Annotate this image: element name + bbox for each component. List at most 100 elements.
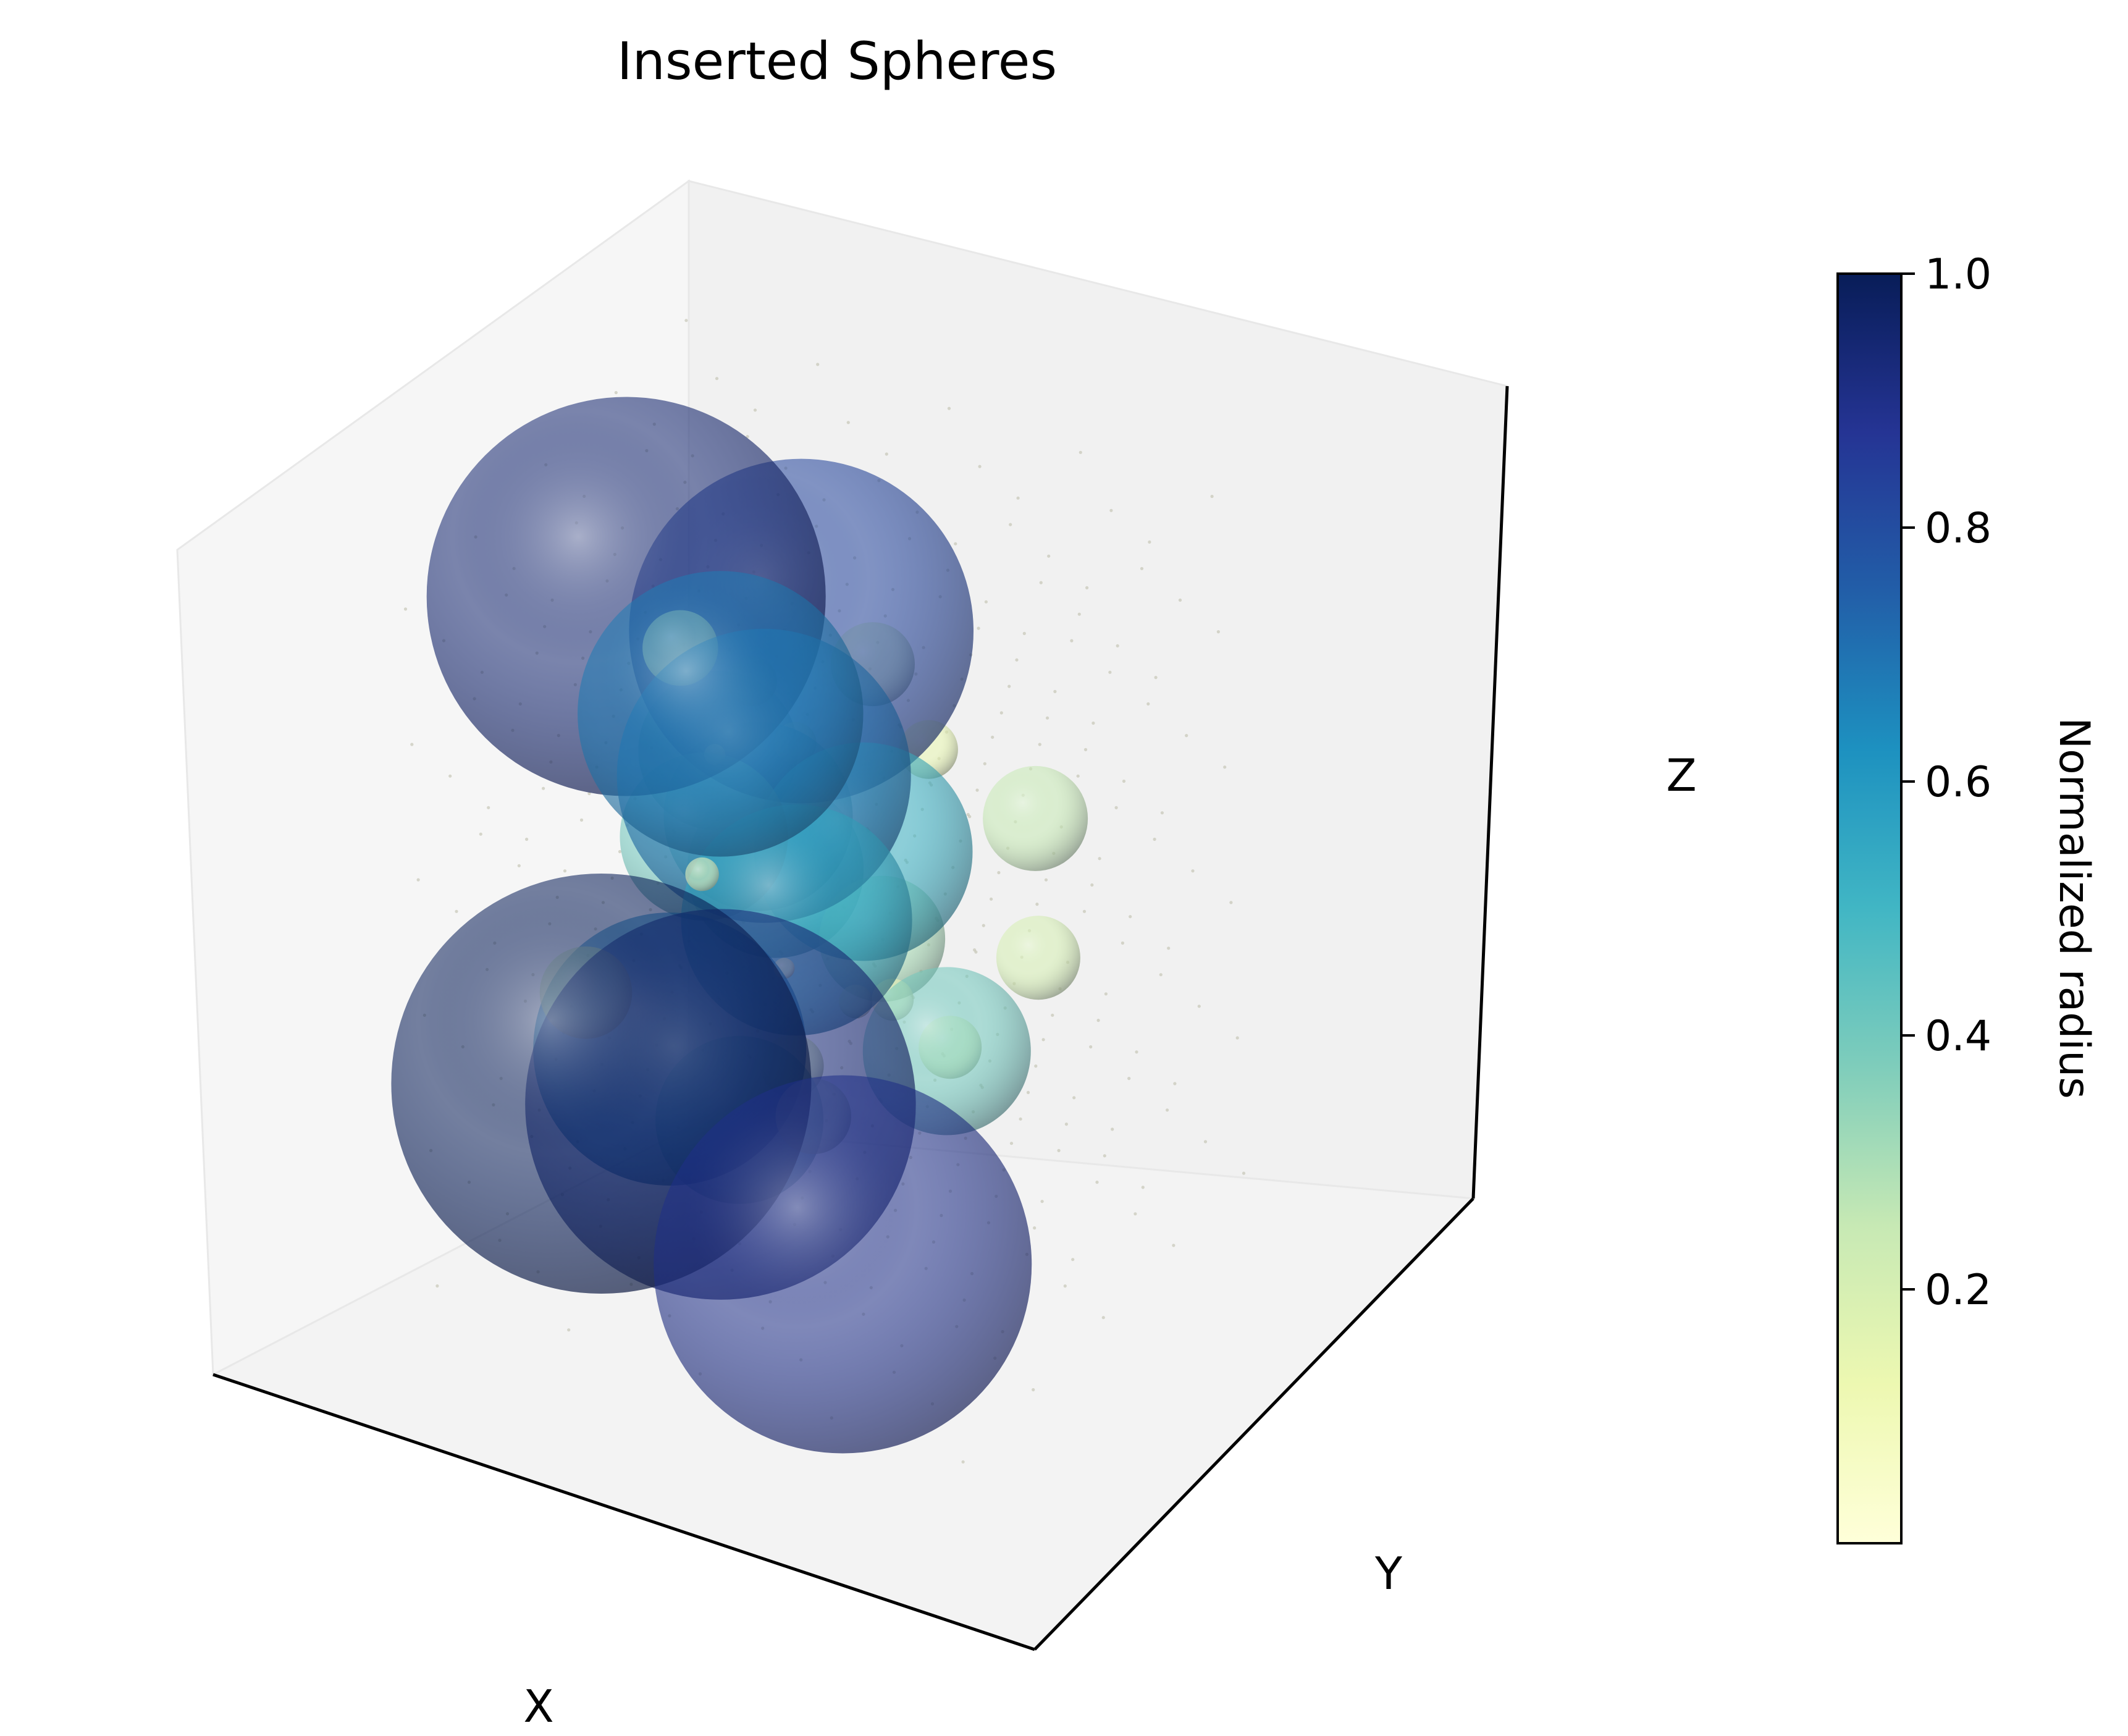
lattice-point <box>579 818 584 822</box>
lattice-point <box>403 607 408 611</box>
lattice-point <box>1101 1316 1105 1320</box>
lattice-point <box>961 1460 965 1464</box>
lattice-point <box>983 762 986 765</box>
colorbar-tick-label: 0.6 <box>1925 758 1991 807</box>
sphere-shading <box>685 857 719 891</box>
lattice-point <box>1015 658 1019 662</box>
lattice-point <box>1007 685 1011 688</box>
lattice-point <box>1079 450 1082 454</box>
lattice-point <box>1063 1284 1067 1288</box>
lattice-point <box>977 626 980 630</box>
lattice-point <box>846 421 850 424</box>
lattice-point <box>1146 702 1150 706</box>
lattice-point <box>1039 581 1043 584</box>
lattice-point <box>1153 837 1156 841</box>
lattice-point <box>990 897 993 901</box>
lattice-point <box>1091 721 1095 725</box>
colorbar-tick-label: 0.8 <box>1925 504 1991 553</box>
lattice-point <box>1071 1258 1075 1262</box>
lattice-point <box>1076 774 1080 778</box>
lattice-point <box>1082 909 1087 913</box>
axis-lines <box>212 386 1509 1651</box>
lattice-point <box>1072 1096 1076 1100</box>
lattice-point <box>1038 743 1041 746</box>
lattice-point <box>816 363 820 366</box>
lattice-point <box>1009 523 1012 526</box>
lattice-point <box>1108 670 1112 674</box>
lattice-point <box>1047 554 1051 558</box>
lattice-point <box>1057 1148 1061 1152</box>
lattice-point <box>1032 1388 1035 1392</box>
lattice-point <box>567 1328 571 1332</box>
lattice-point <box>1077 612 1081 616</box>
lattice-point <box>991 735 995 739</box>
lattice-point <box>479 832 482 836</box>
lattice-point <box>1178 598 1182 602</box>
lattice-point <box>1040 1200 1044 1203</box>
lattice-point <box>999 711 1003 715</box>
lattice-point <box>954 542 957 546</box>
colorbar-tick-label: 0.2 <box>1925 1266 1991 1315</box>
colorbar-tick-label: 1.0 <box>1925 250 1991 299</box>
lattice-point <box>1116 644 1119 647</box>
lattice-point <box>1034 1064 1038 1068</box>
colorbar-tick-label: 0.4 <box>1925 1012 1991 1061</box>
sphere-shading <box>654 1075 1032 1454</box>
z-axis-line <box>1471 386 1509 1199</box>
lattice-point <box>410 743 414 746</box>
x-axis-line <box>212 1373 1035 1651</box>
lattice-point <box>1159 973 1163 977</box>
lattice-point <box>1216 630 1220 634</box>
lattice-point <box>1135 1050 1138 1054</box>
y-axis-label: Y <box>1374 1548 1403 1599</box>
lattice-point <box>984 600 988 604</box>
lattice-point <box>1022 631 1026 635</box>
lattice-point <box>1033 1226 1037 1230</box>
lattice-point <box>1167 946 1171 950</box>
x-axis-label: X <box>523 1680 553 1732</box>
lattice-point <box>982 924 985 927</box>
lattice-point <box>435 1284 439 1288</box>
lattice-point <box>1041 1038 1045 1042</box>
lattice-point <box>1141 1186 1145 1189</box>
lattice-point <box>975 788 979 792</box>
lattice-point <box>684 319 688 322</box>
lattice-point <box>978 465 982 468</box>
lattice-point <box>997 870 1001 875</box>
lattice-point <box>1140 567 1144 570</box>
lattice-point <box>587 791 591 796</box>
lattice-point <box>618 849 622 854</box>
colorbar: 0.2 0.4 0.6 0.8 1.0 Normalized radius <box>1836 250 2098 1544</box>
lattice-point <box>448 774 452 778</box>
lattice-point <box>968 815 972 819</box>
lattice-point <box>974 950 978 954</box>
lattice-point <box>1051 1013 1054 1017</box>
lattice-point <box>1016 496 1020 500</box>
lattice-point <box>1090 883 1094 887</box>
lattice-point <box>1070 639 1074 643</box>
lattice-point <box>1104 992 1108 996</box>
lattice-point <box>1185 734 1188 738</box>
lattice-point <box>517 864 521 867</box>
lattice-point <box>1083 748 1088 751</box>
lattice-point <box>746 435 749 439</box>
lattice-point <box>1044 878 1048 882</box>
lattice-point <box>1223 765 1227 769</box>
lattice-point <box>1191 869 1195 873</box>
lattice-point <box>1114 806 1118 809</box>
lattice-point <box>1085 586 1089 590</box>
lattice-point <box>715 377 719 381</box>
lattice-point <box>1109 508 1113 512</box>
lattice-point <box>1173 1082 1177 1085</box>
colorbar-ticks: 0.2 0.4 0.6 0.8 1.0 <box>1901 250 1991 1315</box>
colorbar-label: Normalized radius <box>2050 717 2098 1098</box>
lattice-point <box>947 407 951 410</box>
lattice-point <box>1129 915 1132 919</box>
lattice-point <box>1197 1005 1201 1008</box>
lattice-point <box>1148 540 1151 544</box>
lattice-point <box>1096 1019 1100 1022</box>
lattice-point <box>753 408 757 412</box>
lattice-point <box>1046 716 1049 720</box>
y-axis-line <box>1033 1197 1474 1651</box>
